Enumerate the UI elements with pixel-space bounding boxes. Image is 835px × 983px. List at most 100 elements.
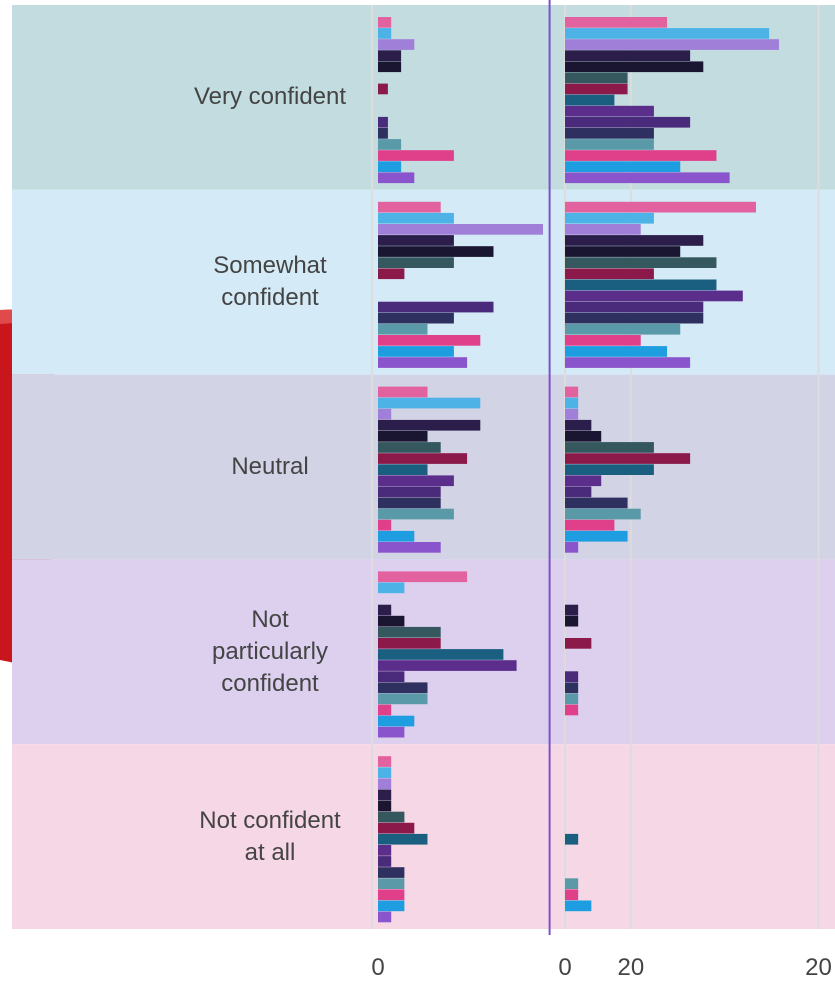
bar	[378, 257, 454, 268]
x-tick-label: 0	[558, 954, 571, 981]
bar	[378, 542, 441, 553]
bar	[565, 346, 667, 357]
bar	[378, 867, 404, 878]
bar	[565, 889, 578, 900]
bar	[565, 464, 654, 475]
bar	[378, 409, 391, 420]
bar	[565, 694, 578, 705]
bar	[378, 453, 467, 464]
bar	[378, 246, 494, 257]
bar	[565, 313, 703, 324]
bar	[378, 823, 414, 834]
x-tick-label: 20	[618, 954, 645, 981]
bar	[565, 638, 591, 649]
bar	[378, 150, 454, 161]
bar	[378, 324, 428, 335]
bar	[378, 694, 428, 705]
bar	[378, 801, 391, 812]
bar	[378, 39, 414, 50]
bar	[565, 235, 703, 246]
bar	[378, 357, 467, 368]
bar	[378, 649, 503, 660]
bar	[378, 498, 441, 509]
bar	[378, 616, 404, 627]
bar	[378, 878, 404, 889]
bar	[565, 542, 578, 553]
bar	[378, 856, 391, 867]
bar	[565, 28, 769, 39]
bar	[378, 671, 404, 682]
bar	[378, 202, 441, 213]
bar	[378, 172, 414, 183]
bar	[565, 431, 601, 442]
bar	[378, 420, 480, 431]
bar	[565, 509, 641, 520]
bar	[378, 520, 391, 531]
bar	[378, 756, 391, 767]
bar	[378, 790, 391, 801]
bar	[565, 106, 654, 117]
bar	[378, 84, 388, 95]
bar	[378, 61, 401, 72]
bar	[378, 398, 480, 409]
page: 002020 Very confidentSomewhat confidentN…	[0, 0, 835, 983]
bar	[565, 605, 578, 616]
bar	[378, 716, 414, 727]
bar	[378, 442, 441, 453]
bar	[378, 268, 404, 279]
bar	[565, 213, 654, 224]
bar	[565, 73, 628, 84]
x-tick-label: 20	[805, 954, 832, 981]
bar	[378, 128, 388, 139]
bar	[378, 901, 404, 912]
bar	[378, 28, 391, 39]
bar	[565, 398, 578, 409]
bar	[378, 727, 404, 738]
bar	[378, 117, 388, 128]
bar	[565, 498, 628, 509]
bar	[565, 61, 703, 72]
bar	[378, 638, 441, 649]
bar	[565, 17, 667, 28]
bar	[378, 302, 494, 313]
bar	[565, 224, 641, 235]
bar	[378, 767, 391, 778]
bar	[378, 335, 480, 346]
bar	[378, 17, 391, 28]
bar	[565, 531, 628, 542]
bar	[378, 509, 454, 520]
bar	[378, 431, 428, 442]
bar	[378, 531, 414, 542]
bar	[565, 139, 654, 150]
bar	[378, 224, 543, 235]
bar	[565, 453, 690, 464]
bar	[565, 387, 578, 398]
bar	[565, 291, 743, 302]
bar	[565, 268, 654, 279]
bar	[565, 257, 716, 268]
bar	[565, 39, 779, 50]
bar	[378, 475, 454, 486]
bar	[565, 335, 641, 346]
category-label: Very confident	[190, 81, 350, 113]
bar	[565, 671, 578, 682]
bar	[378, 387, 428, 398]
bar	[565, 150, 716, 161]
bar	[378, 139, 401, 150]
bar	[565, 705, 578, 716]
bar	[565, 878, 578, 889]
bar	[378, 778, 391, 789]
chart: 0 0 20 20	[0, 0, 835, 983]
bar	[565, 172, 730, 183]
bar	[378, 912, 391, 923]
bar	[565, 302, 703, 313]
bar	[378, 812, 404, 823]
bar	[378, 346, 454, 357]
x-tick-label: 0	[371, 954, 384, 981]
bar	[378, 889, 404, 900]
bar	[565, 95, 614, 106]
bar	[378, 213, 454, 224]
bar	[565, 475, 601, 486]
bar	[378, 627, 441, 638]
bar	[565, 520, 614, 531]
